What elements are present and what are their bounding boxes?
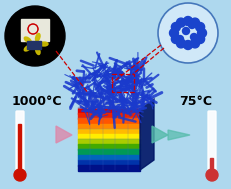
Bar bbox=[78, 139, 139, 145]
Bar bbox=[78, 113, 139, 119]
Circle shape bbox=[176, 36, 183, 43]
Ellipse shape bbox=[24, 45, 31, 51]
Bar bbox=[78, 123, 139, 129]
Bar bbox=[27, 41, 41, 49]
Polygon shape bbox=[151, 126, 167, 143]
Polygon shape bbox=[78, 98, 153, 108]
Polygon shape bbox=[139, 98, 153, 170]
Text: 1000°C: 1000°C bbox=[12, 95, 62, 108]
Polygon shape bbox=[56, 126, 72, 143]
Polygon shape bbox=[167, 130, 189, 140]
Circle shape bbox=[197, 29, 206, 37]
Circle shape bbox=[14, 169, 26, 181]
Circle shape bbox=[169, 29, 178, 37]
Circle shape bbox=[5, 6, 65, 66]
Circle shape bbox=[183, 16, 192, 26]
Circle shape bbox=[190, 33, 197, 40]
Circle shape bbox=[157, 3, 217, 63]
Circle shape bbox=[205, 169, 217, 181]
Bar bbox=[210, 158, 213, 170]
Circle shape bbox=[195, 35, 204, 43]
Circle shape bbox=[171, 35, 179, 43]
Circle shape bbox=[190, 18, 199, 27]
Bar bbox=[78, 160, 139, 166]
Circle shape bbox=[182, 28, 189, 35]
Circle shape bbox=[188, 22, 195, 29]
Ellipse shape bbox=[35, 47, 40, 54]
Bar bbox=[18, 124, 21, 170]
Bar bbox=[78, 108, 139, 114]
Bar bbox=[78, 165, 139, 171]
Circle shape bbox=[190, 39, 199, 48]
Ellipse shape bbox=[24, 37, 31, 43]
Circle shape bbox=[176, 18, 185, 27]
Ellipse shape bbox=[40, 42, 48, 46]
Ellipse shape bbox=[35, 33, 40, 41]
Bar bbox=[78, 134, 139, 140]
Bar bbox=[78, 118, 139, 124]
Bar bbox=[78, 129, 139, 135]
Circle shape bbox=[195, 22, 204, 32]
Bar bbox=[78, 144, 139, 150]
FancyBboxPatch shape bbox=[16, 111, 24, 171]
Bar bbox=[78, 149, 139, 155]
Circle shape bbox=[183, 40, 192, 50]
Bar bbox=[21, 19, 49, 41]
Bar bbox=[112, 74, 134, 92]
Circle shape bbox=[176, 39, 185, 48]
FancyBboxPatch shape bbox=[207, 111, 215, 171]
Circle shape bbox=[171, 22, 179, 32]
Bar bbox=[78, 154, 139, 160]
Text: 75°C: 75°C bbox=[179, 95, 212, 108]
